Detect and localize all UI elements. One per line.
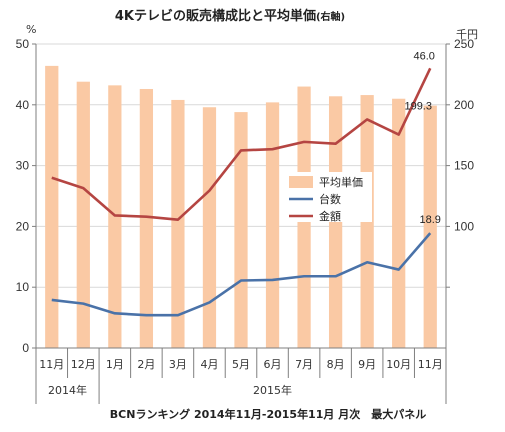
right-tick-label: 200 [454, 98, 474, 112]
bar-average-price [76, 81, 90, 349]
left-tick-label: 40 [16, 98, 30, 112]
right-tick-label: 150 [454, 159, 474, 173]
left-tick-label: 10 [16, 280, 30, 294]
data-label: 46.0 [414, 50, 435, 62]
legend-label: 金額 [319, 209, 341, 223]
bar-average-price [45, 65, 59, 348]
category-label: 5月 [232, 358, 250, 371]
category-labels: 11月 12月 1月 2月 3月 4月 5月 6月 7月 8月 9月 10月 11月 2014年 2015年 [35, 348, 447, 404]
chart-title: 4Kテレビの販売構成比と平均単価(右軸) [115, 8, 345, 24]
right-axis-unit: 千円 [456, 28, 478, 41]
category-label: 2月 [137, 358, 155, 371]
left-tick-label: 0 [22, 341, 29, 355]
left-tick-label: 20 [16, 219, 30, 233]
bar-average-price [139, 88, 154, 348]
legend-label: 平均単価 [319, 175, 363, 189]
source-note: BCNランキング 2014年11月-2015年11月 月次 最大パネル [110, 407, 426, 421]
bar-average-price [234, 112, 248, 348]
legend-label: 台数 [319, 192, 341, 206]
category-label: 10月 [386, 358, 411, 371]
legend-swatch-bar [289, 176, 313, 188]
chart-title-main: 4Kテレビの販売構成比と平均単価 [115, 8, 316, 24]
category-label: 11月 [39, 358, 64, 371]
bar-average-price [328, 96, 343, 349]
data-labels: 46.0 199.3 18.9 [404, 50, 440, 226]
category-label: 4月 [200, 358, 218, 371]
category-label: 1月 [106, 358, 124, 371]
line-series-units [51, 232, 432, 317]
left-tick-label: 30 [16, 159, 30, 173]
right-tick-label: 100 [454, 219, 474, 233]
bar-average-price [392, 98, 406, 348]
right-tick-label: 250 [454, 37, 474, 51]
year-group-label: 2015年 [253, 383, 292, 397]
category-label: 9月 [358, 358, 376, 371]
bar-average-price [265, 102, 280, 348]
category-label: 8月 [327, 358, 345, 371]
bar-average-price [423, 105, 437, 348]
category-label: 6月 [264, 358, 282, 371]
left-axis-unit: % [26, 23, 36, 36]
line-series-amount [51, 67, 432, 222]
axes [32, 43, 450, 349]
tick-labels: 0 10 20 30 40 50 100 150 200 250 [16, 37, 475, 355]
year-group-label: 2014年 [48, 383, 87, 397]
chart-title-note: (右軸) [316, 10, 345, 23]
category-label: 3月 [169, 358, 187, 371]
bar-series-average-price [45, 65, 437, 349]
left-tick-label: 50 [16, 37, 30, 51]
line-series-group [51, 67, 432, 317]
bar-average-price [171, 99, 185, 348]
data-label: 199.3 [404, 101, 432, 113]
category-label: 12月 [71, 358, 96, 371]
bar-average-price [202, 107, 217, 349]
data-label: 18.9 [420, 214, 441, 226]
category-label: 11月 [418, 358, 443, 371]
category-label: 7月 [295, 358, 313, 371]
